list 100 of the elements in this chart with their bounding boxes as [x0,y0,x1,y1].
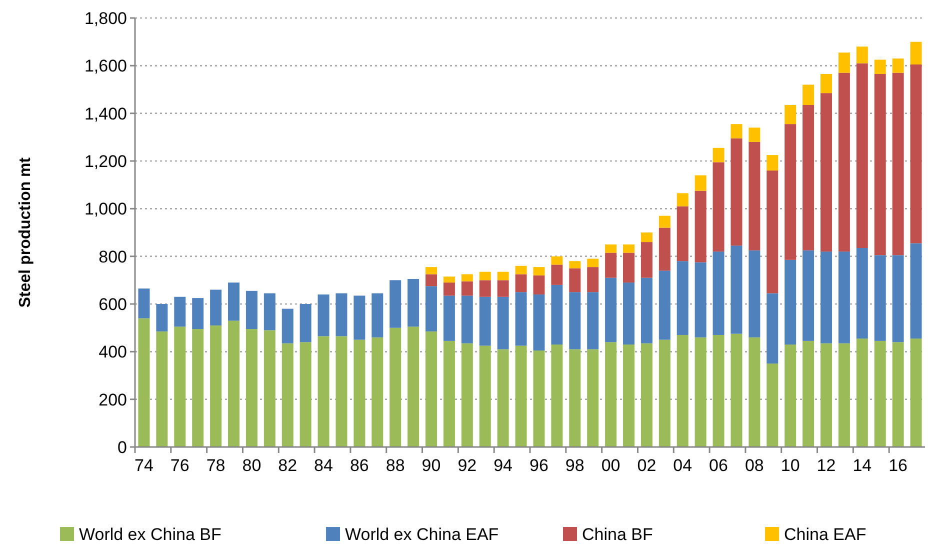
y-axis-title: Steel production mt [17,156,34,308]
bar [856,338,868,447]
bar [497,272,509,280]
bar [640,278,652,344]
bar [802,250,814,341]
bar [820,343,832,447]
bar [192,298,204,330]
bar [300,304,312,342]
bar [533,267,545,276]
bar [766,170,778,294]
bar [856,46,868,64]
bar [551,344,563,447]
bar [623,282,634,345]
bar [354,296,366,340]
bar [497,280,509,297]
bar [658,340,670,447]
bar [156,331,168,447]
y-tick-label: 1,000 [84,200,127,219]
x-tick-label: 90 [422,456,441,475]
bar [569,349,581,447]
bar [192,329,204,447]
bar [408,326,420,447]
bar [497,349,509,447]
bar [264,330,276,447]
bar [408,278,420,327]
x-tick-label: 02 [637,456,656,475]
bar [802,340,814,447]
legend-label: World ex China BF [79,525,222,544]
bar [443,276,455,283]
y-tick-label: 1,200 [84,152,127,171]
y-tick-label: 1,600 [84,56,127,76]
legend-label: China EAF [784,525,866,544]
bar [658,228,670,271]
bar [336,336,348,447]
bar [515,292,527,346]
bar [426,274,437,286]
bar [874,340,886,447]
bar [426,286,437,332]
bar [605,278,617,342]
x-tick-label: 00 [601,456,620,475]
bar [605,244,617,253]
bar [784,124,796,260]
bar [640,242,652,278]
bar [892,72,904,256]
x-tick-label: 92 [458,456,477,475]
bar [694,175,706,191]
bar [461,343,473,447]
bar [426,331,437,447]
bar [426,267,437,274]
bar [443,282,455,296]
bar [210,325,222,447]
bar [694,337,706,447]
bar [748,128,760,142]
bar [623,252,634,283]
bar [372,293,384,338]
bar [748,337,760,447]
legend-label: World ex China EAF [345,525,499,544]
bar [443,340,455,447]
bar [712,252,724,335]
bar [623,244,634,253]
bar [820,93,832,252]
bar [748,142,760,250]
bar [856,63,868,248]
bar [587,258,599,268]
x-tick-label: 16 [888,456,908,475]
y-tick-label: 200 [98,390,127,410]
bar [443,296,455,341]
bar [802,84,814,105]
bar [479,272,491,280]
bar [156,304,168,332]
bar [479,296,491,346]
bar [910,243,922,339]
bar [515,274,527,292]
bar [138,318,150,447]
bar [605,342,617,447]
y-tick-label: 1,800 [84,8,127,28]
x-tick-label: 76 [170,456,190,475]
bar [515,266,527,274]
y-tick-label: 0 [118,438,127,457]
bar [551,264,563,285]
bar [784,104,796,124]
x-tick-label: 84 [314,456,333,475]
bar [318,336,330,447]
bar [551,256,563,265]
bar [766,293,778,364]
bar [605,252,617,278]
bar [658,270,670,340]
bar [676,206,688,262]
bar [318,294,330,336]
bar [712,148,724,162]
bar [461,274,473,282]
bar [694,190,706,262]
bar [210,290,222,326]
bar [569,292,581,350]
bar [856,248,868,339]
y-tick-label: 400 [98,342,127,362]
bar [264,293,276,330]
bar [730,138,742,246]
bar [533,350,545,447]
bar [730,124,742,138]
